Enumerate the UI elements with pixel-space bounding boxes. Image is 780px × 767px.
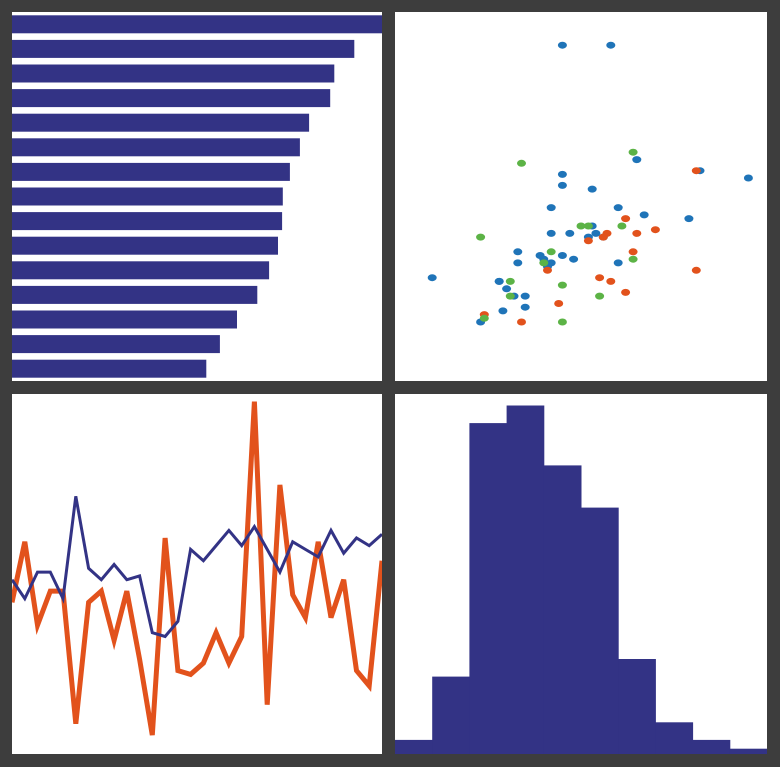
bar [12, 89, 331, 108]
scatter-point [595, 292, 605, 300]
histogram-bin [432, 676, 470, 754]
scatter-plot-panel [395, 12, 767, 381]
scatter-point [650, 226, 660, 234]
scatter-point [517, 159, 526, 167]
scatter-point [543, 266, 552, 274]
scatter-point [583, 222, 593, 230]
scatter-point [494, 277, 504, 285]
histogram-bin [581, 507, 619, 754]
scatter-point [546, 204, 556, 212]
histogram-panel [395, 394, 767, 754]
scatter-point [502, 285, 512, 293]
scatter-point [691, 266, 701, 274]
bar [12, 138, 300, 157]
scatter-point [520, 303, 530, 311]
scatter-point [628, 255, 638, 263]
scatter-point [583, 237, 593, 245]
scatter-point [498, 307, 508, 315]
scatter-point [479, 314, 489, 322]
scatter-point [427, 274, 437, 282]
bar [12, 39, 355, 58]
scatter-point [539, 259, 549, 267]
histogram-bin [543, 465, 582, 754]
bar [12, 162, 290, 181]
bar [12, 212, 283, 231]
scatter-point [517, 318, 526, 326]
histogram-bin [469, 423, 508, 754]
scatter-point [557, 41, 567, 49]
scatter-point [628, 248, 638, 256]
scatter-point [613, 259, 623, 267]
bar [12, 187, 283, 206]
scatter-point [557, 252, 567, 259]
scatter-point [606, 277, 616, 285]
series-line [12, 496, 382, 639]
histogram-bin [395, 739, 433, 754]
scatter-point [476, 233, 486, 241]
scatter-point [520, 292, 530, 300]
scatter-point [576, 222, 586, 230]
scatter-point [628, 148, 638, 156]
bar [12, 261, 270, 280]
bar [12, 310, 237, 329]
histogram-bin [618, 659, 656, 754]
scatter-point [617, 222, 627, 230]
scatter-point [505, 292, 515, 300]
scatter-point [557, 318, 567, 326]
scatter-point [505, 277, 515, 285]
scatter-point [513, 248, 523, 256]
scatter-point [591, 229, 601, 237]
scatter-point [557, 170, 567, 178]
histogram-bin [692, 739, 731, 754]
bar [12, 285, 258, 304]
bar [12, 335, 220, 354]
histogram-bin [729, 748, 767, 754]
scatter-point [684, 215, 694, 223]
scatter-point [743, 174, 753, 182]
scatter-point [565, 229, 575, 237]
bar [12, 113, 310, 132]
scatter-point [557, 281, 567, 289]
bar-chart [12, 15, 382, 378]
line-chart-panel [12, 394, 382, 754]
scatter-point [569, 255, 579, 263]
scatter-point [621, 215, 631, 223]
scatter-point [606, 41, 616, 49]
scatter-point [546, 229, 556, 237]
scatter-point [554, 300, 564, 307]
scatter-point [613, 204, 623, 212]
histogram-bin [506, 405, 545, 754]
scatter-point [691, 167, 701, 175]
scatter-point [513, 259, 523, 267]
scatter-point [621, 288, 631, 296]
bar [12, 236, 278, 255]
scatter-point [632, 229, 642, 237]
scatter-point [595, 274, 605, 282]
scatter-point [632, 156, 642, 164]
bar [12, 359, 207, 378]
scatter-point [587, 185, 597, 193]
histogram [395, 405, 767, 754]
scatter-point [639, 211, 649, 219]
scatter-plot [427, 41, 753, 326]
bar [12, 64, 335, 83]
histogram-bin [655, 722, 694, 754]
bar [12, 15, 382, 34]
line-chart [12, 401, 382, 736]
bar-chart-panel [12, 12, 382, 381]
scatter-point [602, 229, 612, 237]
scatter-point [557, 181, 567, 189]
scatter-point [546, 248, 556, 256]
